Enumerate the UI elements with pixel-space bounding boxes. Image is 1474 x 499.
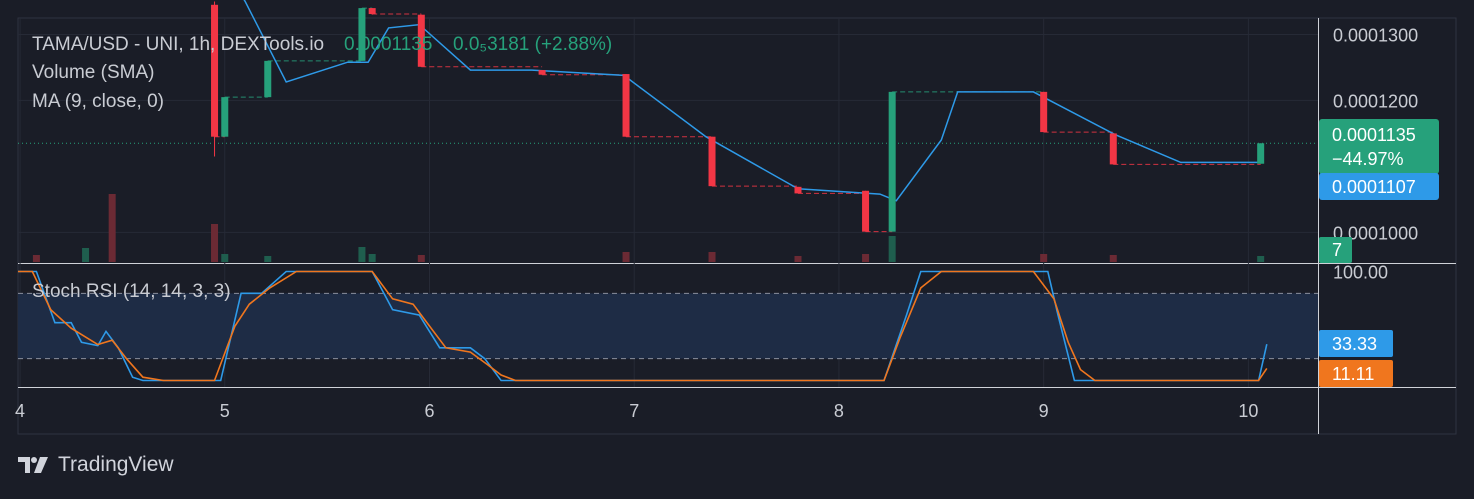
volume-bar bbox=[622, 252, 630, 262]
volume-bar bbox=[708, 252, 716, 262]
volume-bar bbox=[358, 247, 366, 262]
volume-bar bbox=[82, 248, 90, 262]
stoch-rsi-legend: Stoch RSI (14, 14, 3, 3) bbox=[32, 281, 231, 302]
stoch-d-badge bbox=[1319, 360, 1393, 387]
volume-bar bbox=[794, 256, 802, 262]
ohlc-last-value: 0.0001135 bbox=[344, 34, 432, 55]
candle-down bbox=[862, 190, 870, 232]
candle-up bbox=[358, 8, 366, 61]
volume-value-badge bbox=[1319, 237, 1352, 263]
volume-bar bbox=[417, 255, 425, 262]
candle-down bbox=[708, 136, 716, 187]
chart-title: TAMA/USD - UNI, 1h, DEXTools.io bbox=[32, 34, 324, 55]
candle-down bbox=[368, 8, 376, 15]
candle-up bbox=[221, 97, 229, 137]
price-tick-label: 0.0001200 bbox=[1333, 91, 1418, 111]
time-tick-label: 6 bbox=[424, 401, 434, 421]
ma-value-badge-text: 0.0001107 bbox=[1332, 177, 1416, 197]
candle-down bbox=[538, 70, 546, 75]
volume-bar bbox=[264, 256, 272, 262]
time-tick-label: 9 bbox=[1039, 401, 1049, 421]
stoch-tick-label: 100.00 bbox=[1333, 263, 1388, 283]
time-tick-label: 4 bbox=[15, 401, 25, 421]
candle-down bbox=[417, 14, 425, 67]
candle-up bbox=[1257, 143, 1265, 164]
stoch-k-badge-text: 33.33 bbox=[1332, 334, 1377, 354]
volume-bar bbox=[221, 254, 229, 262]
last-price-badge bbox=[1319, 119, 1439, 174]
candle-up bbox=[264, 60, 272, 98]
volume-bar bbox=[888, 236, 896, 262]
chart-frame bbox=[17, 17, 1457, 435]
tradingview-logo-icon bbox=[18, 457, 48, 473]
tradingview-brand[interactable]: TradingView bbox=[18, 450, 174, 480]
tradingview-wordmark: TradingView bbox=[58, 453, 174, 476]
ma-line bbox=[243, 0, 1263, 202]
stoch-d-badge-text: 11.11 bbox=[1332, 364, 1374, 384]
stoch-band bbox=[18, 293, 1318, 359]
price-change: 0.0₅3181 (+2.88%) bbox=[453, 34, 612, 55]
time-tick-label: 5 bbox=[220, 401, 230, 421]
volume-bar bbox=[32, 255, 40, 262]
time-tick-label: 7 bbox=[629, 401, 639, 421]
stoch-k-line bbox=[18, 270, 1268, 382]
volume-bar bbox=[108, 194, 116, 262]
volume-bar bbox=[1109, 255, 1117, 262]
volume-bar bbox=[368, 254, 376, 262]
volume-bar bbox=[211, 224, 219, 262]
time-tick-label: 10 bbox=[1238, 401, 1258, 421]
time-tick-label: 8 bbox=[834, 401, 844, 421]
volume-value-badge-text: 7 bbox=[1332, 240, 1342, 260]
stoch-d-line bbox=[18, 270, 1268, 382]
candle-down bbox=[1109, 133, 1117, 165]
price-tick-label: 0.0001300 bbox=[1333, 25, 1418, 45]
price-tick-label: 0.0001000 bbox=[1333, 223, 1418, 243]
candle-down bbox=[211, 4, 219, 137]
last-price-badge-value: 0.0001135 bbox=[1332, 125, 1416, 145]
candle-up bbox=[888, 91, 896, 232]
last-price-badge-change: −44.97% bbox=[1332, 149, 1404, 169]
volume-bar bbox=[862, 254, 870, 262]
ma-legend: MA (9, close, 0) bbox=[32, 91, 164, 112]
candle-down bbox=[794, 186, 802, 194]
candle-down bbox=[1040, 91, 1048, 133]
stoch-k-badge bbox=[1319, 330, 1393, 357]
volume-bar bbox=[1040, 254, 1048, 262]
volume-legend: Volume (SMA) bbox=[32, 62, 154, 83]
candle-down bbox=[622, 74, 630, 137]
volume-bar bbox=[1257, 256, 1265, 262]
ma-value-badge bbox=[1319, 173, 1439, 200]
